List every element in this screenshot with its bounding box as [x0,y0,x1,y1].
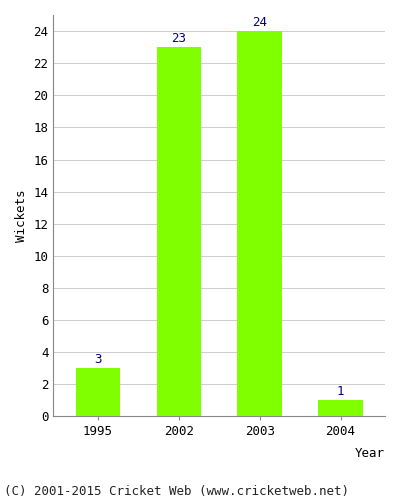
Text: (C) 2001-2015 Cricket Web (www.cricketweb.net): (C) 2001-2015 Cricket Web (www.cricketwe… [4,484,349,498]
Text: 24: 24 [252,16,267,28]
Text: 1: 1 [337,385,344,398]
Text: 23: 23 [171,32,186,44]
Text: Year: Year [355,447,385,460]
Bar [318,400,363,416]
Bar [76,368,120,416]
Bar [238,31,282,416]
Bar [156,47,201,416]
Y-axis label: Wickets: Wickets [15,190,28,242]
Text: 3: 3 [94,353,102,366]
